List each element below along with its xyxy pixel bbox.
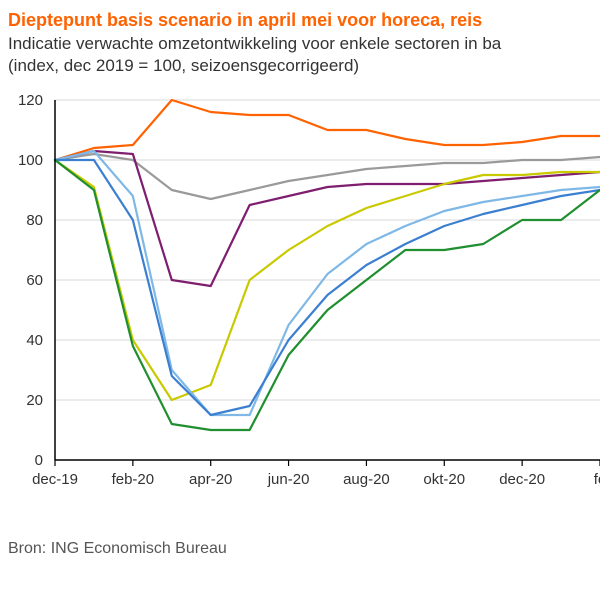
series-leisure (55, 160, 600, 415)
series-industry (55, 151, 600, 286)
svg-text:apr-20: apr-20 (189, 471, 232, 488)
svg-text:fe: fe (594, 471, 600, 488)
svg-text:0: 0 (35, 452, 43, 469)
svg-text:aug-20: aug-20 (343, 471, 390, 488)
svg-text:20: 20 (26, 392, 43, 409)
svg-text:60: 60 (26, 272, 43, 289)
svg-text:okt-20: okt-20 (423, 471, 465, 488)
svg-text:80: 80 (26, 212, 43, 229)
chart-title: Dieptepunt basis scenario in april mei v… (8, 10, 482, 31)
svg-text:40: 40 (26, 332, 43, 349)
svg-text:jun-20: jun-20 (267, 471, 310, 488)
chart-source: Bron: ING Economisch Bureau (8, 540, 227, 558)
svg-text:120: 120 (18, 92, 43, 109)
chart-subtitle: Indicatie verwachte omzetontwikkeling vo… (8, 34, 501, 54)
line-chart: 0 20 40 60 80 100 120 dec-19 feb-20 apr-20 jun-20 a… (0, 90, 600, 510)
series-transport (55, 151, 600, 415)
svg-text:dec-20: dec-20 (499, 471, 545, 488)
series-supermarkets (55, 100, 600, 160)
svg-text:dec-19: dec-19 (32, 471, 78, 488)
series-total (55, 154, 600, 199)
svg-text:100: 100 (18, 152, 43, 169)
chart-subtitle2: (index, dec 2019 = 100, seizoensgecorrig… (8, 56, 359, 76)
svg-text:feb-20: feb-20 (112, 471, 155, 488)
